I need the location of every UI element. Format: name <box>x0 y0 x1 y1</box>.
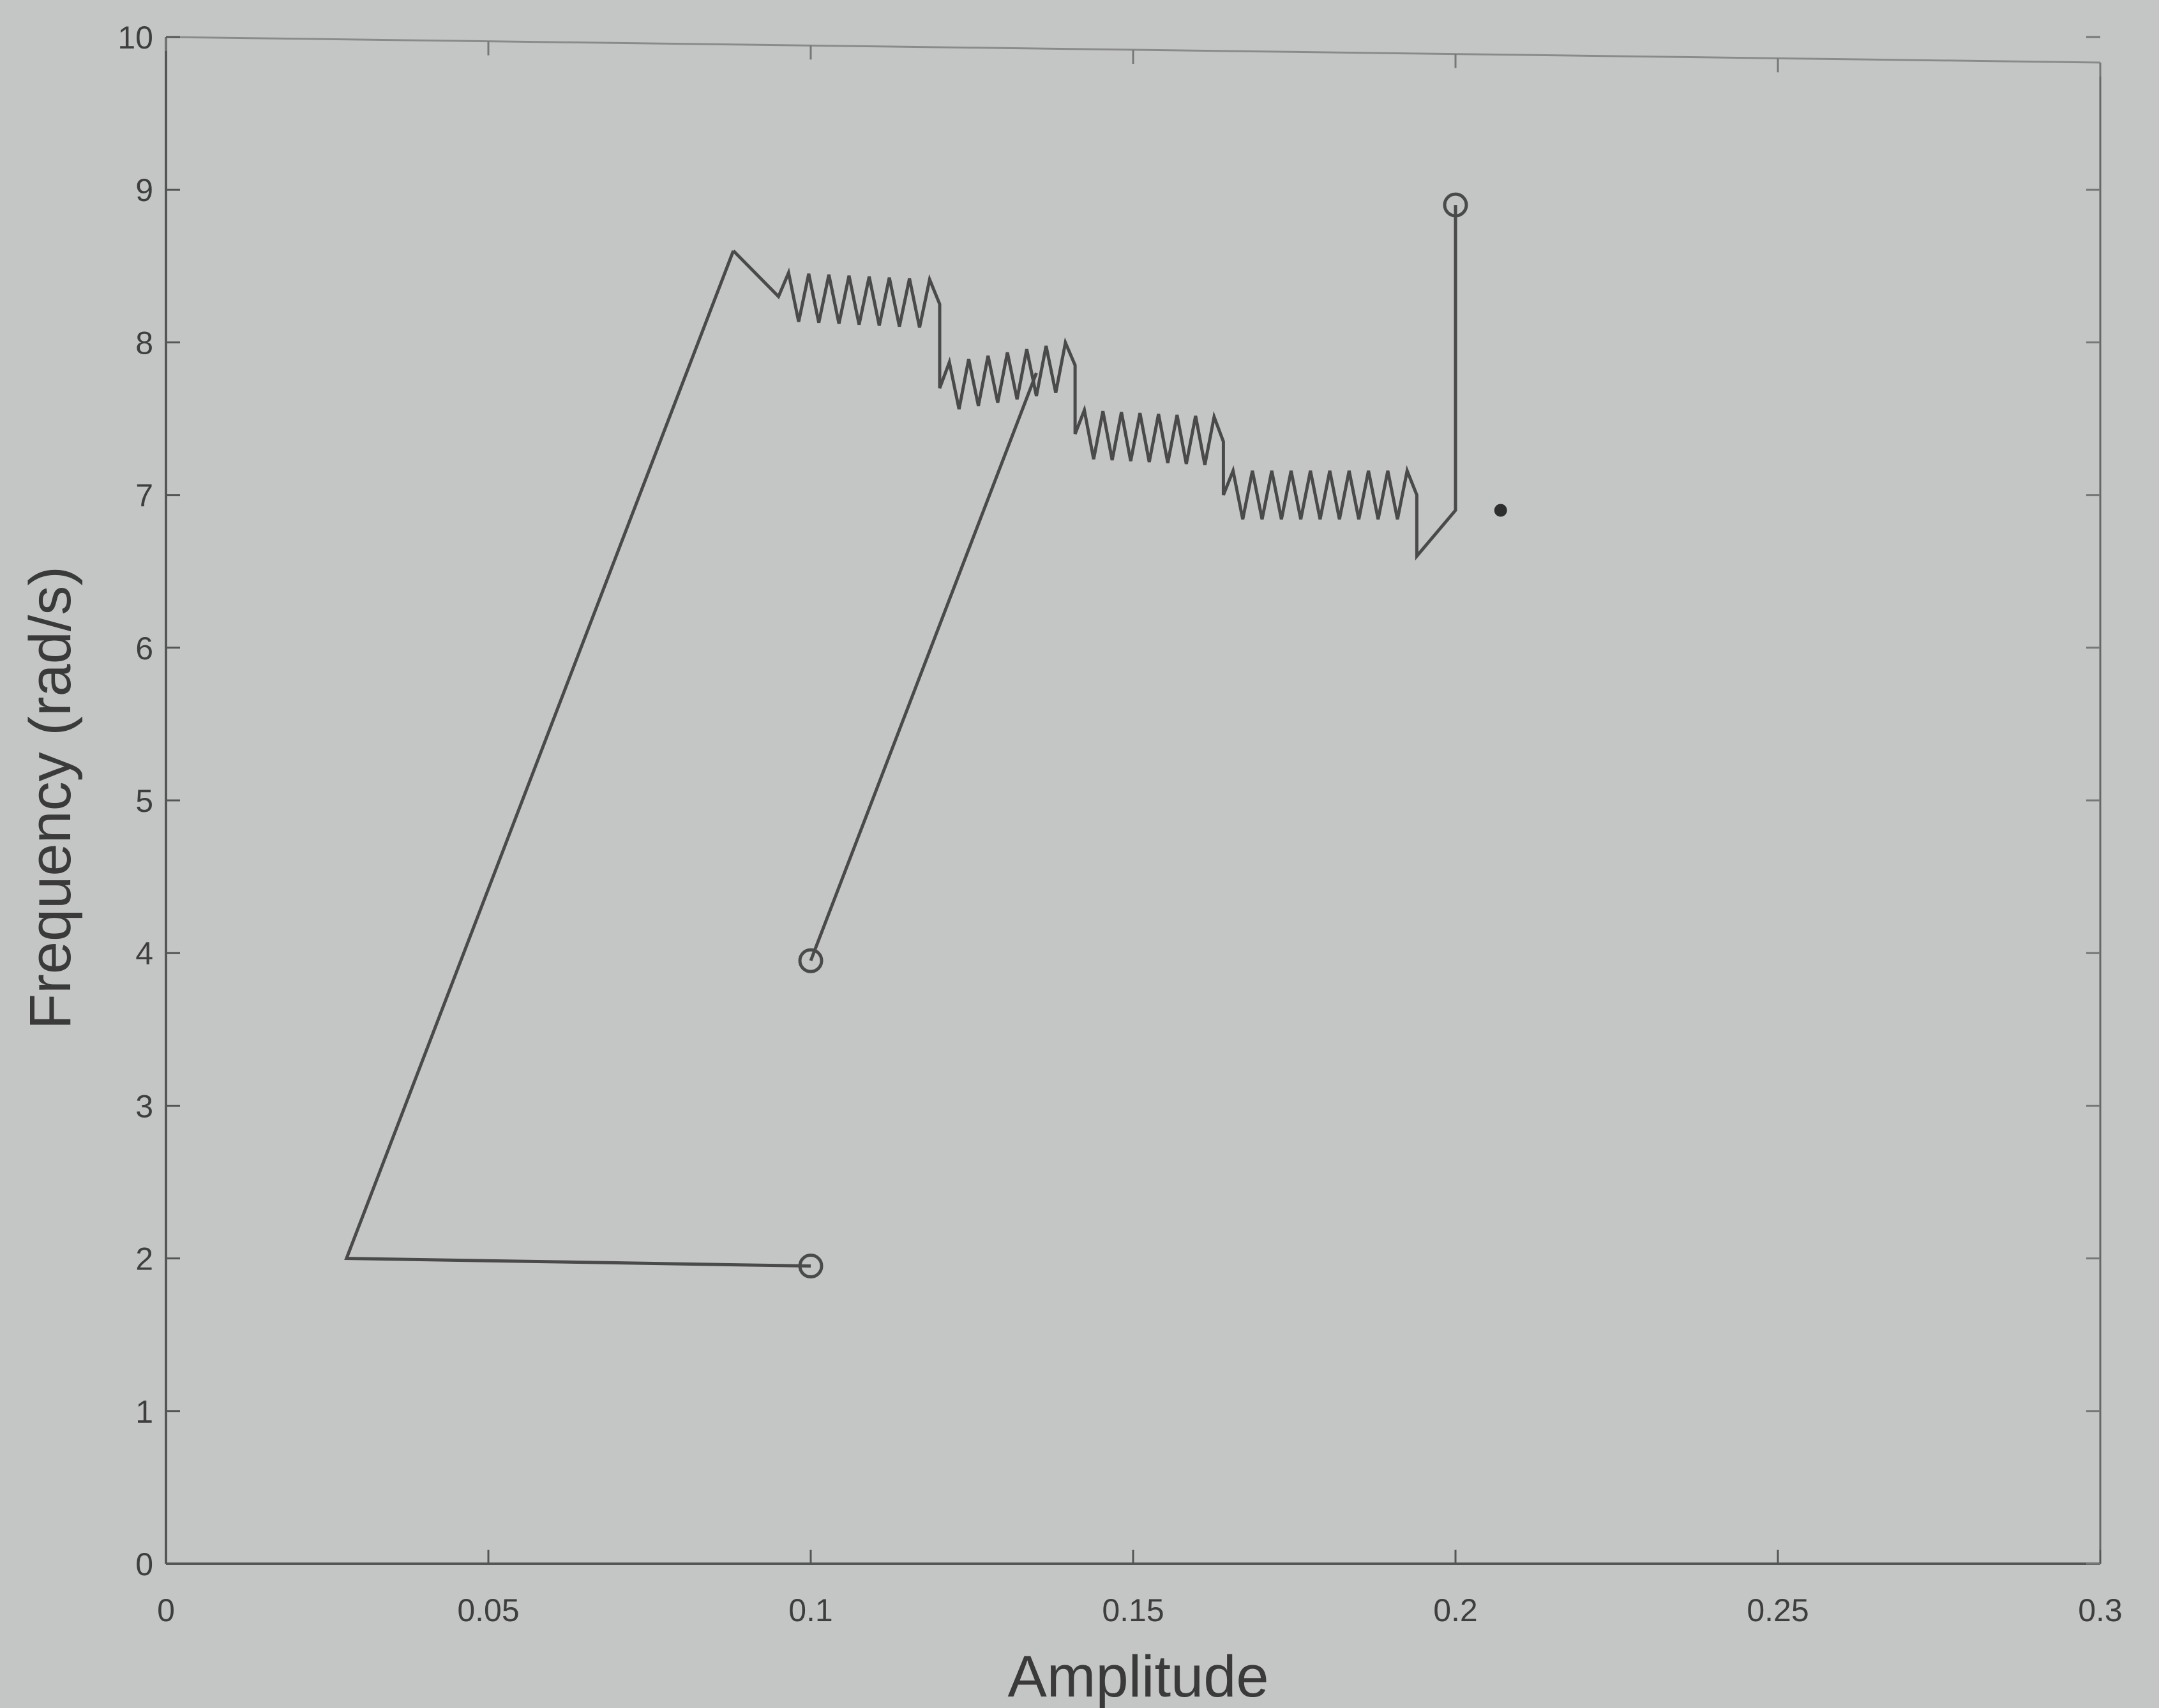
x-axis-label: Amplitude <box>1007 1644 1268 1708</box>
y-tick-label: 8 <box>135 325 153 361</box>
series-3-line <box>732 205 1457 561</box>
series-layer <box>344 205 1457 1268</box>
y-tick-label: 5 <box>135 783 153 819</box>
series-1-endpoint-marker <box>798 1254 824 1279</box>
marker-layer <box>798 192 1507 1279</box>
series-2-line <box>809 372 1038 962</box>
y-tick-label: 4 <box>135 936 153 971</box>
x-tick-label: 0.1 <box>788 1592 833 1628</box>
y-tick-label: 9 <box>135 172 153 208</box>
y-tick-label: 0 <box>135 1547 153 1582</box>
y-axis-label: Frequency (rad/s) <box>18 566 83 1030</box>
x-tick-label: 0.05 <box>457 1592 519 1628</box>
y-axis-ticks: 0 1 2 3 4 5 6 7 8 9 10 <box>117 20 2100 1582</box>
series-1-line <box>344 250 811 1268</box>
x-tick-label: 0 <box>157 1592 175 1628</box>
y-tick-label: 7 <box>135 478 153 514</box>
point-marker <box>1494 504 1507 517</box>
series-2-endpoint-marker <box>798 948 824 973</box>
series-3-endpoint-marker <box>1443 192 1468 218</box>
y-tick-label: 6 <box>135 631 153 666</box>
x-tick-label: 0.2 <box>1433 1592 1478 1628</box>
x-axis-ticks: 0 0.05 0.1 0.15 0.2 0.25 0.3 <box>157 37 2123 1628</box>
x-tick-label: 0.3 <box>2078 1592 2123 1628</box>
y-tick-label: 2 <box>135 1241 153 1277</box>
x-tick-label: 0.15 <box>1102 1592 1164 1628</box>
y-tick-label: 1 <box>135 1394 153 1430</box>
x-tick-label: 0.25 <box>1747 1592 1809 1628</box>
y-tick-label: 3 <box>135 1088 153 1124</box>
plot-area <box>165 36 2102 1565</box>
y-tick-label: 10 <box>117 20 153 56</box>
